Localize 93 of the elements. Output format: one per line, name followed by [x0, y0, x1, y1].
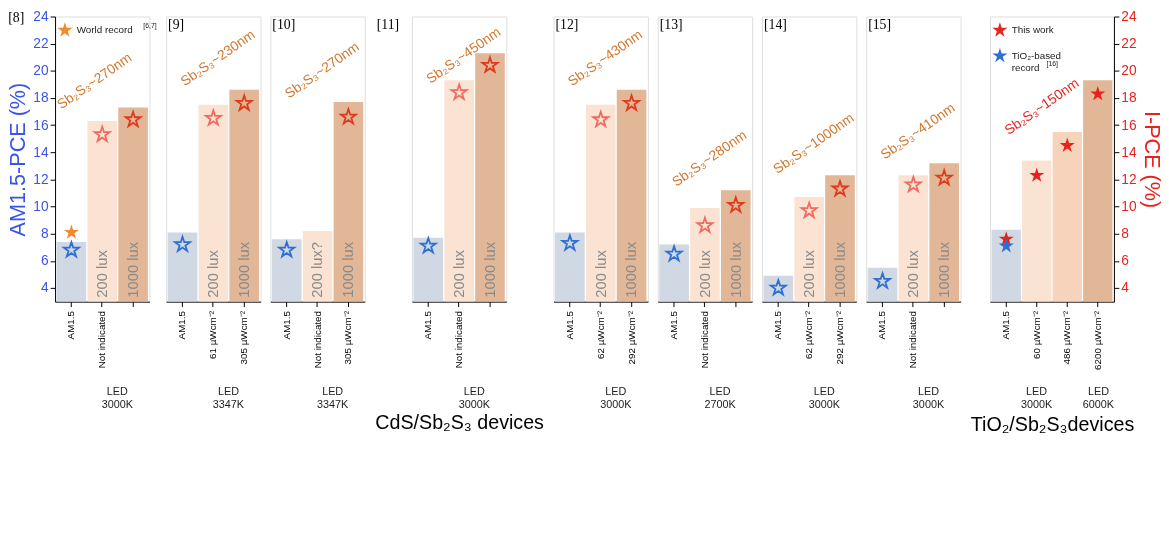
- point: [124, 110, 142, 127]
- x-axis-title: TiO₂/Sb₂S₃devices: [970, 412, 1135, 435]
- x-tick-label: Not indicated: [311, 310, 323, 369]
- series-label: 1000 lux: [831, 241, 848, 298]
- y-tick-label: 20: [33, 63, 50, 79]
- point: [62, 241, 80, 258]
- x-tick-label: 61 µWcm⁻²: [207, 310, 219, 359]
- x-tick-label: 6200 µWcm⁻²: [1091, 310, 1103, 370]
- y-tick-label: 16: [33, 117, 50, 133]
- x-axis-title: CdS/Sb₂S₃ devices: [375, 411, 545, 434]
- x-tick-label: AM1.5: [772, 310, 784, 340]
- series-label: 200 lux: [205, 249, 222, 298]
- series-label: 200 lux: [905, 249, 922, 298]
- y2-tick-label: 4: [1121, 280, 1130, 296]
- x-tick-label: 305 µWcm⁻²: [238, 310, 250, 365]
- y2-tick-label: 16: [1121, 117, 1137, 133]
- text: LED 3000K: [101, 385, 134, 410]
- x-tick-label: 292 µWcm⁻²: [625, 310, 637, 365]
- y2-tick-label: 14: [1121, 144, 1137, 160]
- point: [1059, 137, 1075, 152]
- series-label: 1000 lux: [125, 241, 142, 298]
- text: LED 3000K: [808, 385, 841, 410]
- y2-tick-label: 8: [1121, 226, 1130, 242]
- y-tick-label: 4: [41, 280, 50, 296]
- series-label: 1000 lux: [481, 241, 498, 298]
- chart-title: [15]: [868, 17, 892, 33]
- x-tick-label: AM1.5: [65, 310, 77, 340]
- series-label: 200 lux: [94, 249, 111, 298]
- point: [1090, 85, 1106, 101]
- x-tick-label: AM1.5: [563, 310, 575, 340]
- y-tick-label: 8: [41, 226, 50, 242]
- text: LED 3000K: [458, 385, 491, 410]
- text: LED 3000K: [600, 385, 633, 410]
- point: [63, 224, 79, 239]
- y-tick-label: 14: [33, 144, 50, 160]
- x-tick-label: Not indicated: [907, 310, 919, 369]
- y-tick-label: 24: [33, 8, 50, 24]
- series-label: 200 lux?: [309, 241, 326, 298]
- point: [1029, 167, 1045, 182]
- chart-title: [10]: [272, 17, 296, 33]
- series-label: 200 lux: [451, 249, 468, 298]
- x-tick-label: 62 µWcm⁻²: [594, 310, 606, 359]
- text: LED 3347K: [317, 385, 350, 410]
- x-tick-label: AM1.5: [176, 310, 188, 340]
- y2-axis-title: I-PCE (%): [1140, 110, 1166, 209]
- x-tick-label: Not indicated: [453, 310, 465, 369]
- y2-tick-label: 12: [1121, 171, 1137, 187]
- y2-tick-label: 24: [1121, 8, 1137, 24]
- y2-tick-label: 10: [1121, 199, 1137, 215]
- x-tick-label: 62 µWcm⁻²: [803, 310, 815, 359]
- chart-title: [9]: [168, 17, 185, 33]
- x-tick-label: AM1.5: [876, 310, 888, 340]
- y2-tick-label: 20: [1121, 63, 1137, 79]
- chart-title: [14]: [763, 17, 787, 33]
- series-label: 1000 lux: [727, 241, 744, 298]
- series-label: 200 lux: [592, 249, 609, 298]
- x-tick-label: Not indicated: [96, 310, 108, 369]
- x-tick-label: AM1.5: [422, 310, 434, 340]
- series-label: 1000 lux: [340, 241, 357, 298]
- y-tick-label: 6: [41, 253, 50, 269]
- x-tick-label: Not indicated: [698, 310, 710, 369]
- x-tick-label: 60 µWcm⁻²: [1030, 310, 1042, 359]
- y2-tick-label: 22: [1121, 36, 1137, 52]
- y2-tick-label: 6: [1121, 253, 1130, 269]
- text: LED 6000K: [1082, 385, 1115, 410]
- chart-title: [11]: [376, 17, 400, 33]
- y-tick-label: 10: [33, 199, 50, 215]
- series-label: 200 lux: [696, 249, 713, 298]
- point: [998, 238, 1014, 253]
- x-tick-label: AM1.5: [668, 310, 680, 340]
- text: LED 3347K: [212, 385, 245, 410]
- legend-label: This work: [1011, 24, 1054, 36]
- y2-tick-label: 18: [1121, 90, 1137, 106]
- text: LED 3000K: [1020, 385, 1053, 410]
- series-label: 1000 lux: [623, 241, 640, 298]
- y-tick-label: 18: [33, 90, 50, 106]
- x-tick-label: 305 µWcm⁻²: [342, 310, 354, 365]
- x-tick-label: AM1.5: [280, 310, 292, 340]
- y-tick-label: 22: [33, 36, 49, 52]
- text: LED 2700K: [704, 385, 737, 410]
- x-tick-label: 292 µWcm⁻²: [833, 310, 845, 365]
- text: LED 3000K: [912, 385, 945, 410]
- series-label: 1000 lux: [236, 241, 253, 298]
- y-axis-title: AM1.5-PCE (%): [4, 82, 30, 237]
- series-label: 1000 lux: [936, 241, 953, 298]
- x-tick-label: 486 µWcm⁻²: [1061, 310, 1073, 365]
- y-tick-label: 12: [33, 171, 49, 187]
- chart-title: [8]: [8, 10, 25, 26]
- point: [93, 125, 111, 142]
- x-tick-label: AM1.5: [1000, 310, 1012, 340]
- chart-title: [12]: [555, 17, 579, 33]
- series-label: 200 lux: [801, 249, 818, 298]
- chart-title: [13]: [659, 17, 683, 33]
